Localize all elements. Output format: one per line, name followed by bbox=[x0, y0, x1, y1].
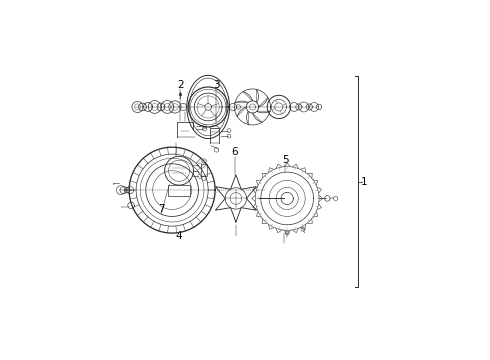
Text: 6: 6 bbox=[232, 147, 238, 157]
Text: 7: 7 bbox=[158, 204, 164, 214]
Text: 2: 2 bbox=[177, 80, 184, 90]
Text: 1: 1 bbox=[361, 177, 367, 187]
Text: 4: 4 bbox=[176, 231, 182, 242]
Text: 3: 3 bbox=[213, 80, 220, 90]
Bar bbox=[168, 185, 190, 196]
Text: 5: 5 bbox=[282, 155, 289, 165]
